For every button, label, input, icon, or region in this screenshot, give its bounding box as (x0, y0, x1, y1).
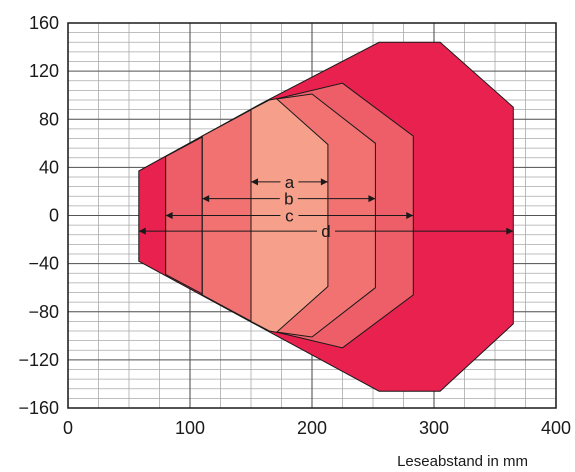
x-tick-label: 0 (63, 418, 73, 438)
x-tick-labels: 0 100 200 300 400 (63, 418, 571, 438)
dimension-label-b: b (284, 190, 293, 209)
y-tick-labels: 160 120 80 40 0 −40 −80 −120 −160 (18, 13, 59, 418)
dimension-arrowhead (202, 195, 210, 203)
dimension-arrowhead (368, 195, 376, 203)
dimension-arrowhead (251, 178, 258, 186)
y-tick-label: 40 (39, 157, 59, 177)
dimension-arrowhead (165, 212, 173, 219)
dimension-arrowhead (406, 212, 414, 219)
y-tick-label: −80 (28, 302, 59, 322)
dimension-arrowhead (506, 227, 514, 235)
y-tick-label: 120 (29, 61, 59, 81)
dimension-arrowhead (320, 178, 328, 186)
y-tick-label: −160 (18, 398, 59, 418)
dimension-lines: abc d (138, 173, 514, 241)
y-tick-label: 0 (49, 206, 59, 226)
reading-field-regions (138, 41, 514, 392)
y-tick-label: −40 (28, 254, 59, 274)
plot-frame (67, 22, 557, 409)
dimension-arrowhead (138, 227, 146, 235)
x-tick-label: 200 (297, 418, 327, 438)
x-axis-title: Leseabstand in mm (397, 453, 528, 470)
y-tick-label: 160 (29, 13, 59, 33)
x-tick-label: 100 (175, 418, 205, 438)
dimension-label-a: a (285, 173, 295, 192)
dimension-label-d: d (321, 222, 330, 241)
y-tick-label: −120 (18, 350, 59, 370)
x-tick-label: 400 (541, 418, 571, 438)
y-tick-label: 80 (39, 109, 59, 129)
x-tick-label: 300 (419, 418, 449, 438)
dimension-label-c: c (285, 207, 294, 226)
region-a (250, 98, 329, 333)
